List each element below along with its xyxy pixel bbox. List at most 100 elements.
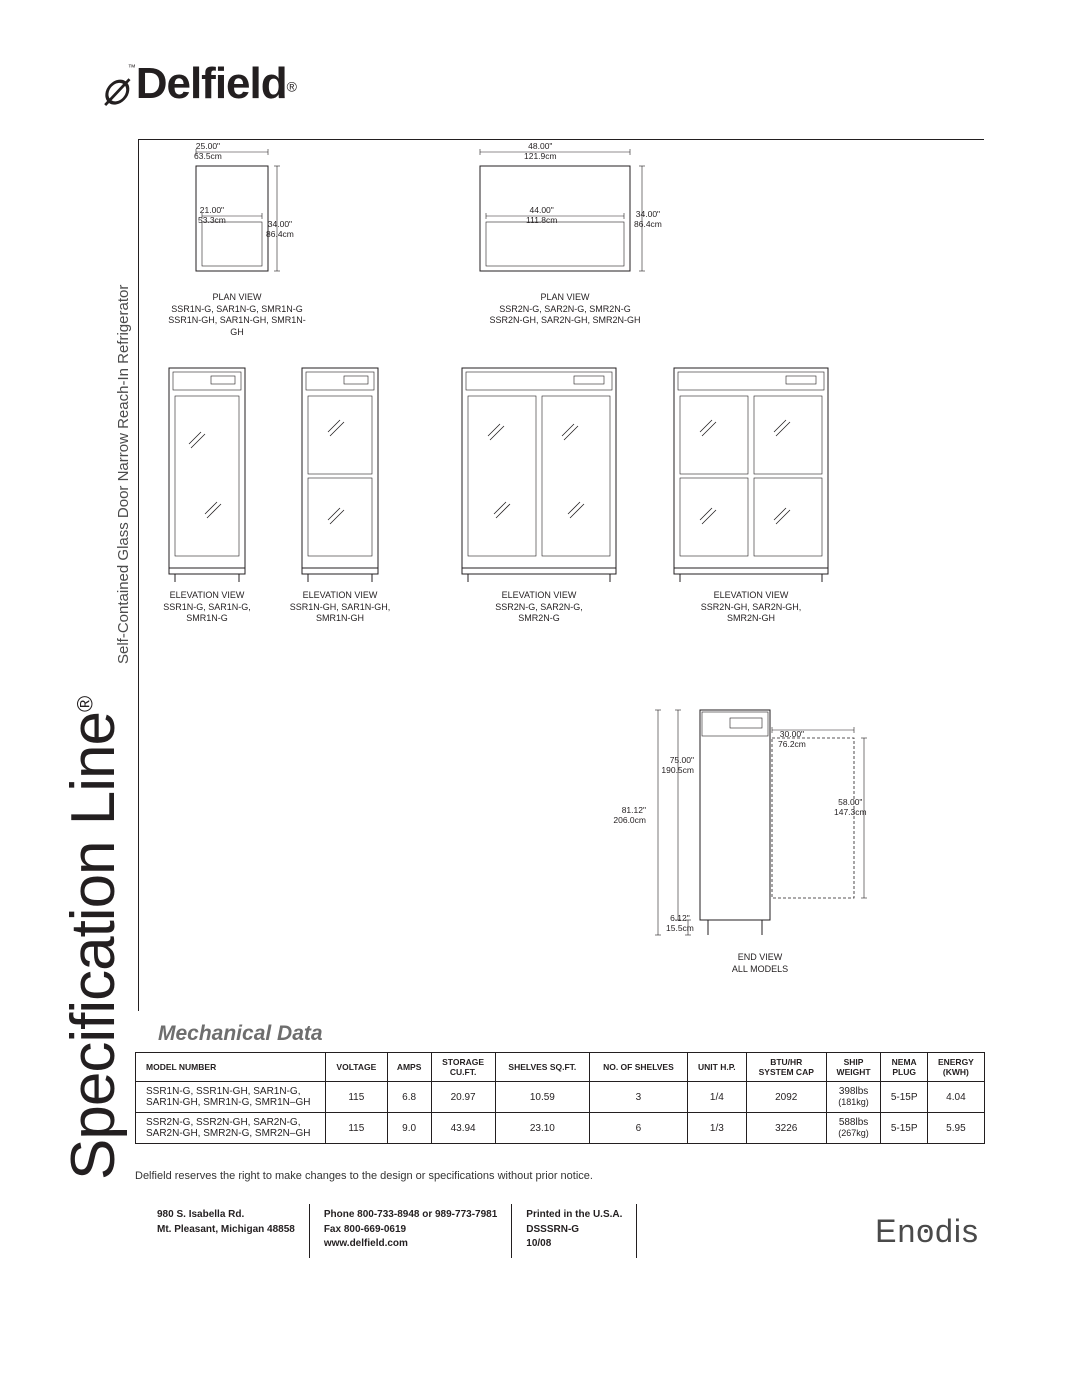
th-shelves-sqft: Shelves sq.ft.: [495, 1053, 589, 1082]
side-subtitle: Self-Contained Glass Door Narrow Reach-I…: [115, 285, 132, 664]
th-hp: Unit H.P.: [687, 1053, 746, 1082]
dim-value: 147.3cm: [834, 807, 867, 817]
dim-value: 63.5cm: [194, 151, 222, 161]
caption-text: SMR1N-GH: [316, 613, 364, 623]
cell-hp: 1/4: [687, 1082, 746, 1113]
caption-text: SSR2N-G, SAR2N-G,: [495, 602, 583, 612]
plan-view-double: 48.00"121.9cm 44.00"111.8cm 34.00"86.4cm…: [450, 146, 680, 327]
caption-text: SSR1N-GH, SAR1N-GH, SMR1N-GH: [168, 315, 306, 337]
footer-partner-logo: Enodis: [636, 1204, 985, 1258]
cell-shelves-sqft: 23.10: [495, 1113, 589, 1144]
cell-nema: 5-15P: [881, 1113, 927, 1144]
th-model: Model Number: [136, 1053, 326, 1082]
th-btu: BTU/HRSystem Cap: [746, 1053, 826, 1082]
footer-line: DSSSRN-G: [526, 1224, 579, 1235]
side-title-text: Specification Line: [59, 712, 128, 1180]
footer-contact: Phone 800-733-8948 or 989-773-7981 Fax 8…: [309, 1204, 511, 1258]
caption-text: ELEVATION VIEW: [170, 590, 245, 600]
dim-value: 58.00": [838, 797, 862, 807]
cell-ship: 588lbs(267kg): [826, 1113, 881, 1144]
caption-text: SMR1N-G: [186, 613, 228, 623]
cell-energy: 5.95: [927, 1113, 984, 1144]
th-storage: Storagecu.ft.: [431, 1053, 495, 1082]
cell-voltage: 115: [326, 1113, 388, 1144]
cell-btu: 3226: [746, 1113, 826, 1144]
dim-value: 53.3cm: [198, 215, 226, 225]
cell-amps: 6.8: [387, 1082, 431, 1113]
cell-shelves-sqft: 10.59: [495, 1082, 589, 1113]
dim-value: 76.2cm: [778, 739, 806, 749]
caption-text: SSR1N-G, SAR1N-G,: [163, 602, 251, 612]
caption-text: SSR2N-GH, SAR2N-GH, SMR2N-GH: [489, 315, 640, 325]
brand-tm: ™: [128, 63, 136, 72]
caption-text: SSR1N-G, SAR1N-G, SMR1N-G: [171, 304, 303, 314]
caption-text: ELEVATION VIEW: [502, 590, 577, 600]
dim-value: 48.00": [528, 141, 552, 151]
elevation-view-1: ELEVATION VIEW SSR1N-G, SAR1N-G, SMR1N-G: [152, 364, 262, 625]
table-row: SSR1N-G, SSR1N-GH, SAR1N-G,SAR1N-GH, SMR…: [136, 1082, 985, 1113]
side-title-registered: ®: [72, 697, 97, 712]
cell-amps: 9.0: [387, 1113, 431, 1144]
dim-value: 44.00": [530, 205, 554, 215]
dim-value: 111.8cm: [526, 215, 557, 225]
dim-value: 21.00": [200, 205, 224, 215]
cell-storage: 43.94: [431, 1113, 495, 1144]
cell-model: SSR2N-G, SSR2N-GH, SAR2N-G,SAR2N-GH, SMR…: [136, 1113, 326, 1144]
dim-value: 75.00": [670, 755, 694, 765]
dim-value: 25.00": [196, 141, 220, 151]
side-title: Specification Line®: [58, 697, 129, 1180]
dim-value: 190.5cm: [661, 765, 694, 775]
brand-swoosh-icon: ⌀: [96, 59, 131, 116]
caption-text: SSR2N-G, SAR2N-G, SMR2N-G: [499, 304, 631, 314]
cell-model: SSR1N-G, SSR1N-GH, SAR1N-G,SAR1N-GH, SMR…: [136, 1082, 326, 1113]
caption-text: SSR1N-GH, SAR1N-GH,: [290, 602, 391, 612]
footer-print-info: Printed in the U.S.A. DSSSRN-G 10/08: [511, 1204, 636, 1258]
cell-storage: 20.97: [431, 1082, 495, 1113]
dim-value: 86.4cm: [266, 229, 294, 239]
plan-view-single: 25.00"63.5cm 21.00"53.3cm 34.00"86.4cm P…: [162, 146, 312, 339]
caption-text: SSR2N-GH, SAR2N-GH,: [701, 602, 802, 612]
disclaimer: Delfield reserves the right to make chan…: [135, 1170, 593, 1182]
caption-text: PLAN VIEW: [540, 292, 589, 302]
end-view: 75.00"190.5cm 81.12"206.0cm 30.00"76.2cm…: [620, 690, 900, 975]
dim-value: 30.00": [780, 729, 804, 739]
elevation-view-2: ELEVATION VIEW SSR1N-GH, SAR1N-GH, SMR1N…: [285, 364, 395, 625]
caption-text: ELEVATION VIEW: [303, 590, 378, 600]
footer-line: Fax 800-669-0619: [324, 1224, 406, 1235]
dim-value: 15.5cm: [666, 923, 694, 933]
enodis-logo: Enodis: [875, 1208, 979, 1254]
cell-no-shelves: 3: [590, 1082, 688, 1113]
brand-logo: ⌀™Delfield®: [100, 55, 297, 109]
footer-line: 10/08: [526, 1238, 551, 1249]
dim-value: 6.12": [670, 913, 690, 923]
caption-text: END VIEW: [738, 952, 783, 962]
th-no-shelves: No. of Shelves: [590, 1053, 688, 1082]
footer-address: 980 S. Isabella Rd. Mt. Pleasant, Michig…: [135, 1204, 309, 1258]
cell-energy: 4.04: [927, 1082, 984, 1113]
footer-line: www.delfield.com: [324, 1238, 408, 1249]
footer-line: Mt. Pleasant, Michigan 48858: [157, 1224, 295, 1235]
table-header-row: Model Number Voltage Amps Storagecu.ft. …: [136, 1053, 985, 1082]
footer-line: 980 S. Isabella Rd.: [157, 1209, 244, 1220]
th-amps: Amps: [387, 1053, 431, 1082]
th-ship: ShipWeight: [826, 1053, 881, 1082]
caption-text: PLAN VIEW: [212, 292, 261, 302]
brand-name: Delfield: [136, 59, 287, 108]
dim-value: 34.00": [636, 209, 660, 219]
section-title: Mechanical Data: [158, 1022, 323, 1046]
table-row: SSR2N-G, SSR2N-GH, SAR2N-G,SAR2N-GH, SMR…: [136, 1113, 985, 1144]
dim-value: 206.0cm: [613, 815, 646, 825]
cell-no-shelves: 6: [590, 1113, 688, 1144]
elevation-view-3: ELEVATION VIEW SSR2N-G, SAR2N-G, SMR2N-G: [444, 364, 634, 625]
th-nema: NEMAPlug: [881, 1053, 927, 1082]
footer-line: Phone 800-733-8948 or 989-773-7981: [324, 1209, 497, 1220]
cell-ship: 398lbs(181kg): [826, 1082, 881, 1113]
caption-text: ALL MODELS: [732, 964, 788, 974]
spec-table: Model Number Voltage Amps Storagecu.ft. …: [135, 1052, 985, 1144]
elevation-view-4: ELEVATION VIEW SSR2N-GH, SAR2N-GH, SMR2N…: [656, 364, 846, 625]
dim-value: 34.00": [268, 219, 292, 229]
caption-text: SMR2N-GH: [727, 613, 775, 623]
th-voltage: Voltage: [326, 1053, 388, 1082]
brand-registered: ®: [287, 79, 297, 95]
dim-value: 86.4cm: [634, 219, 662, 229]
